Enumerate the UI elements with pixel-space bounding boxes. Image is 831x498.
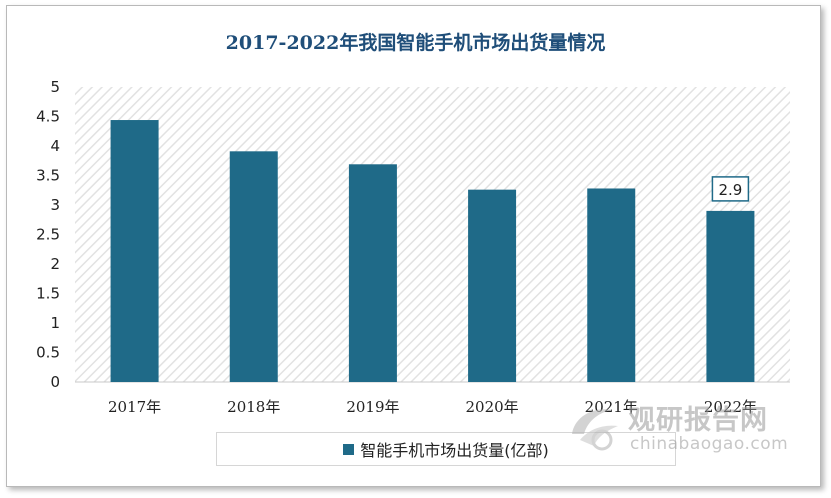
y-tick-label: 2 [50, 255, 60, 273]
data-label: 2.9 [718, 181, 742, 199]
legend-label: 智能手机市场出货量(亿部) [360, 441, 549, 460]
y-tick-label: 3.5 [36, 167, 60, 185]
watermark-text-en: chinabaogao.com [630, 434, 789, 454]
bar [229, 151, 278, 382]
x-tick-label: 2017年 [108, 398, 161, 416]
watermark-logo-icon [572, 409, 618, 451]
plot-area [75, 87, 790, 382]
legend-swatch [343, 443, 355, 455]
bar [348, 164, 397, 382]
x-tick-label: 2018年 [227, 398, 280, 416]
y-tick-label: 2.5 [36, 226, 60, 244]
y-tick-label: 5 [50, 78, 60, 96]
x-tick-label: 2022年 [704, 398, 757, 416]
bar [706, 210, 755, 382]
y-tick-label: 4 [50, 137, 60, 155]
y-tick-label: 1.5 [36, 285, 60, 303]
y-tick-label: 3 [50, 196, 60, 214]
y-tick-label: 0.5 [36, 344, 60, 362]
watermark: 观研报告网 chinabaogao.com [566, 398, 796, 458]
y-tick-label: 4.5 [36, 108, 60, 126]
data-label-box [711, 176, 750, 202]
watermark-text-cn: 观研报告网 [628, 405, 768, 436]
bar [110, 120, 159, 382]
y-tick-label: 1 [50, 314, 60, 332]
bar [468, 189, 517, 382]
bar [587, 188, 636, 382]
x-tick-label: 2019年 [346, 398, 399, 416]
x-tick-label: 2020年 [465, 398, 518, 416]
chart-title: 2017-2022年我国智能手机市场出货量情况 [225, 32, 606, 54]
y-tick-label: 0 [50, 373, 60, 391]
